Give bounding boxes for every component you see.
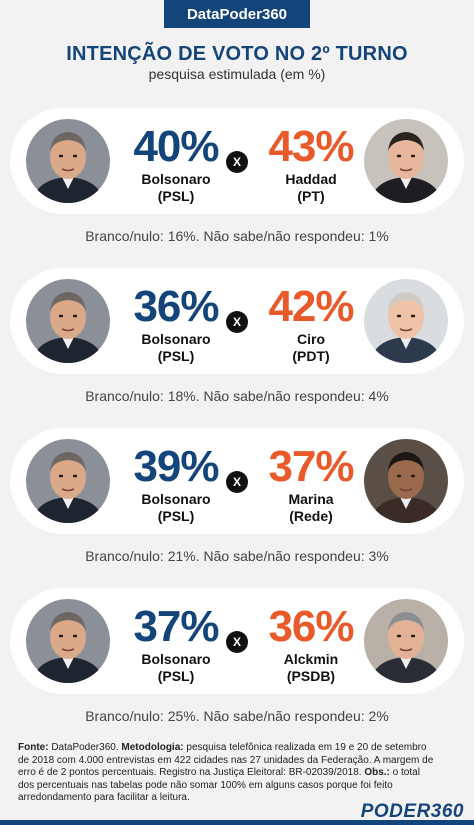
matchup-card: 37% Bolsonaro (PSL) X 36% Alckmin (PSDB) — [10, 588, 464, 694]
right-candidate-party: (PSDB) — [286, 668, 336, 684]
right-percent: 36% — [268, 602, 354, 651]
candidate-photo-left — [26, 279, 110, 363]
left-candidate: Bolsonaro (PSL) — [121, 491, 231, 525]
left-candidate-name: Bolsonaro — [141, 651, 211, 667]
right-candidate: Alckmin (PSDB) — [256, 651, 366, 685]
matchup-card: 39% Bolsonaro (PSL) X 37% Marina (Rede) — [10, 428, 464, 534]
poder360-logo: PODER360 — [361, 801, 464, 823]
page-title: INTENÇÃO DE VOTO NO 2º TURNO — [66, 43, 408, 65]
right-candidate-name: Marina — [288, 491, 334, 507]
versus-badge: X — [226, 151, 248, 173]
left-candidate-party: (PSL) — [157, 668, 195, 684]
versus-badge: X — [226, 311, 248, 333]
header-tag: DataPoder360 — [164, 0, 310, 28]
right-candidate-party: (Rede) — [289, 508, 333, 524]
candidate-photo-left — [26, 599, 110, 683]
candidate-photo-left — [26, 119, 110, 203]
right-candidate-name: Alckmin — [283, 651, 339, 667]
left-percent: 40% — [133, 122, 219, 171]
right-candidate: Ciro (PDT) — [256, 331, 366, 365]
page-subtitle: pesquisa estimulada (em %) — [148, 66, 326, 82]
left-percent: 39% — [133, 442, 219, 491]
candidate-photo-right — [364, 279, 448, 363]
matchup-card: 36% Bolsonaro (PSL) X 42% Ciro (PDT) — [10, 268, 464, 374]
left-candidate: Bolsonaro (PSL) — [121, 331, 231, 365]
matchup-card: 40% Bolsonaro (PSL) X 43% Haddad (PT) — [10, 108, 464, 214]
method-label: Metodologia: — [121, 742, 184, 753]
left-candidate-name: Bolsonaro — [141, 171, 211, 187]
left-candidate-name: Bolsonaro — [141, 331, 211, 347]
method-text: pesquisa telefônica realizada em 19 e 20… — [18, 742, 434, 778]
left-candidate-name: Bolsonaro — [141, 491, 211, 507]
candidate-photo-left — [26, 439, 110, 523]
right-percent: 42% — [268, 282, 354, 331]
bottom-bar — [0, 820, 474, 825]
source-text: DataPoder360. — [48, 742, 119, 753]
matchup-note: Branco/nulo: 18%. Não sabe/não respondeu… — [85, 388, 389, 404]
left-candidate-party: (PSL) — [157, 508, 195, 524]
right-candidate: Marina (Rede) — [256, 491, 366, 525]
matchup-note: Branco/nulo: 16%. Não sabe/não respondeu… — [85, 228, 389, 244]
right-candidate: Haddad (PT) — [256, 171, 366, 205]
left-candidate: Bolsonaro (PSL) — [121, 651, 231, 685]
left-candidate-party: (PSL) — [157, 188, 195, 204]
logo-part2: 360 — [430, 801, 464, 822]
right-candidate-party: (PDT) — [292, 348, 330, 364]
logo-part1: PODER — [360, 801, 431, 822]
matchup-note: Branco/nulo: 25%. Não sabe/não respondeu… — [85, 708, 389, 724]
left-percent: 37% — [133, 602, 219, 651]
right-percent: 43% — [268, 122, 354, 171]
obs-text: o total dos percentuais nas tabelas pode… — [18, 767, 420, 803]
obs-label: Obs.: — [364, 767, 390, 778]
source-label: Fonte: — [18, 742, 49, 753]
right-percent: 37% — [268, 442, 354, 491]
left-candidate-party: (PSL) — [157, 348, 195, 364]
left-percent: 36% — [133, 282, 219, 331]
right-candidate-name: Ciro — [297, 331, 325, 347]
candidate-photo-right — [364, 439, 448, 523]
candidate-photo-right — [364, 599, 448, 683]
versus-badge: X — [226, 471, 248, 493]
matchup-note: Branco/nulo: 21%. Não sabe/não respondeu… — [85, 548, 389, 564]
right-candidate-name: Haddad — [285, 171, 337, 187]
left-candidate: Bolsonaro (PSL) — [121, 171, 231, 205]
versus-badge: X — [226, 631, 248, 653]
footer-notes: Fonte: DataPoder360. Metodologia: pesqui… — [18, 742, 438, 805]
candidate-photo-right — [364, 119, 448, 203]
right-candidate-party: (PT) — [297, 188, 325, 204]
